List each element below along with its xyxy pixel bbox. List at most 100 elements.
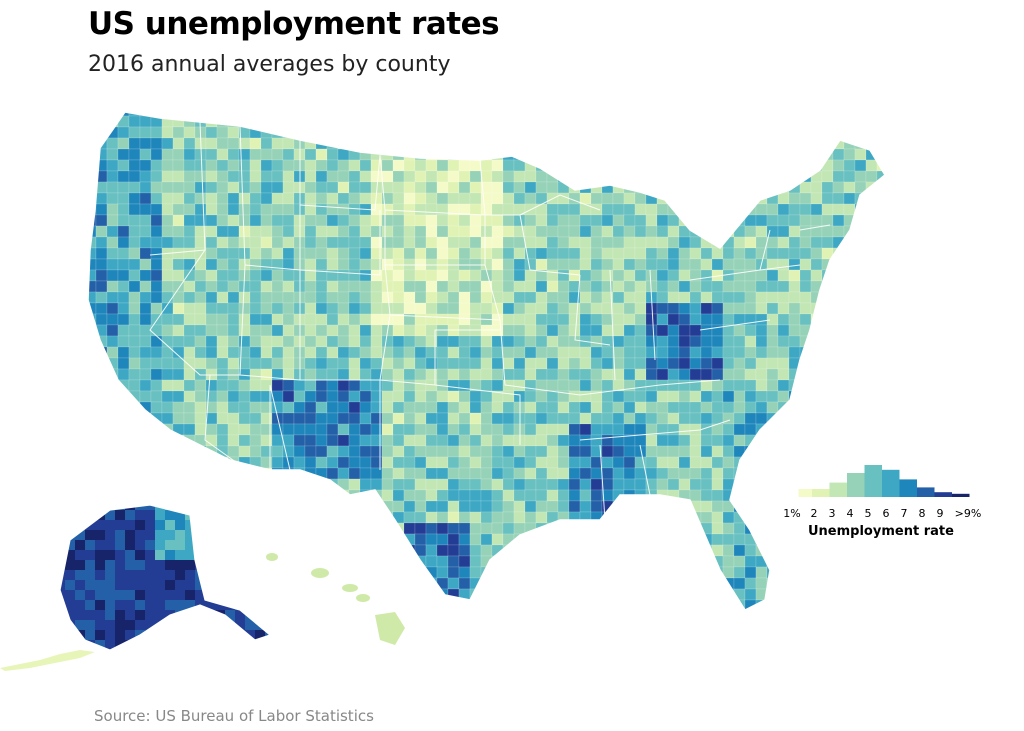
county-cell (260, 533, 273, 546)
county-cell (634, 379, 647, 392)
county-cell (612, 445, 625, 458)
county-cell (183, 423, 196, 436)
county-cell (106, 247, 119, 260)
county-cell (370, 357, 383, 370)
county-cell (205, 269, 218, 282)
county-cell (75, 540, 85, 550)
county-cell (524, 566, 537, 579)
county-cell (293, 566, 306, 579)
county-cell (315, 434, 328, 447)
county-cell (115, 540, 125, 550)
county-cell (381, 247, 394, 260)
county-cell (799, 390, 812, 403)
county-cell (722, 379, 735, 392)
county-cell (260, 159, 273, 172)
county-cell (623, 544, 636, 557)
county-cell (722, 247, 735, 260)
county-cell (491, 346, 504, 359)
county-cell (392, 247, 405, 260)
county-cell (348, 335, 361, 348)
county-cell (623, 335, 636, 348)
county-cell (283, 611, 294, 622)
county-cell (546, 544, 559, 557)
county-cell (255, 570, 265, 580)
county-cell (810, 599, 823, 610)
county-cell (700, 302, 713, 315)
county-cell (546, 159, 559, 172)
us-outline (87, 111, 886, 611)
county-cell (656, 214, 669, 227)
county-cell (436, 478, 449, 491)
county-cell (601, 225, 614, 238)
county-cell (711, 533, 724, 546)
county-cell (448, 611, 459, 622)
county-cell (255, 580, 265, 590)
county-cell (601, 478, 614, 491)
county-cell (744, 148, 757, 161)
county-cell (161, 236, 174, 249)
county-cell (392, 324, 405, 337)
county-cell (150, 126, 163, 139)
county-cell (843, 324, 856, 337)
county-cell (535, 390, 548, 403)
county-cell (125, 550, 135, 560)
county-cell (95, 412, 108, 425)
county-cell (744, 112, 757, 117)
county-cell (205, 137, 218, 150)
county-cell (381, 159, 394, 172)
county-cell (645, 269, 658, 282)
county-cell (172, 412, 185, 425)
county-cell (590, 522, 603, 535)
county-cell (491, 423, 504, 436)
county-cell (766, 478, 779, 491)
county-cell (185, 570, 195, 580)
county-cell (744, 137, 757, 150)
county-cell (359, 112, 372, 117)
county-cell (60, 610, 65, 620)
county-cell (689, 445, 702, 458)
county-cell (255, 640, 265, 650)
county-cell (513, 313, 526, 326)
county-cell (579, 478, 592, 491)
county-cell (359, 478, 372, 491)
county-cell (60, 520, 65, 530)
county-cell (95, 313, 108, 326)
county-cell (623, 324, 636, 337)
county-cell (381, 335, 394, 348)
county-cell (502, 335, 515, 348)
county-cell (194, 357, 207, 370)
county-cell (392, 137, 405, 150)
county-cell (265, 620, 270, 630)
county-cell (282, 500, 295, 513)
county-cell (854, 357, 867, 370)
county-cell (403, 115, 416, 128)
county-cell (557, 489, 570, 502)
county-cell (645, 181, 658, 194)
county-cell (128, 379, 141, 392)
county-cell (689, 181, 702, 194)
county-cell (568, 159, 581, 172)
county-cell (271, 500, 284, 513)
county-cell (155, 540, 165, 550)
county-cell (612, 478, 625, 491)
county-cell (458, 599, 471, 610)
county-cell (304, 126, 317, 139)
county-cell (722, 137, 735, 150)
legend-tick-label: 5 (864, 507, 872, 520)
county-cell (678, 533, 691, 546)
county-cell (513, 214, 526, 227)
county-cell (105, 570, 115, 580)
county-cell (865, 445, 878, 458)
county-cell (623, 456, 636, 469)
county-cell (381, 522, 394, 535)
county-cell (810, 401, 823, 414)
county-cell (337, 445, 350, 458)
county-cell (788, 112, 801, 117)
county-cell (249, 390, 262, 403)
county-cell (225, 520, 235, 530)
county-cell (381, 401, 394, 414)
county-cell (447, 192, 460, 205)
county-cell (238, 467, 251, 480)
county-cell (546, 280, 559, 293)
county-cell (359, 390, 372, 403)
